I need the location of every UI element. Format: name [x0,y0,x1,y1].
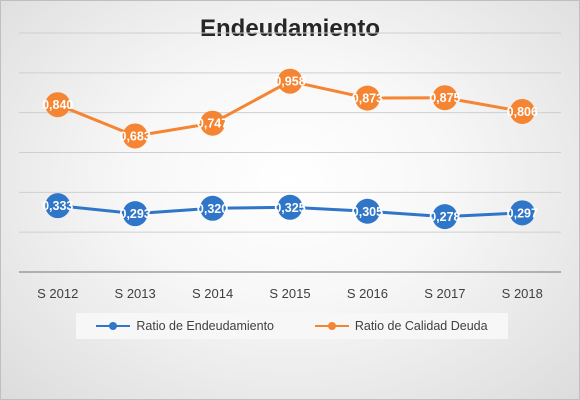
x-tick-label: S 2015 [269,286,310,301]
series-layer: 0,333 0,293 0,320 0,325 0,305 0,278 0,297 0,840… [42,68,538,230]
data-label: 0,320 [197,202,228,216]
data-label: 0,958 [274,75,305,89]
data-label: 0,875 [429,91,460,105]
data-point [277,68,303,94]
x-axis-labels: S 2012 S 2013 S 2014 S 2015 S 2016 S 2017 S 20… [37,286,543,301]
chart-title: Endeudamiento [199,15,380,42]
grid [19,32,561,273]
data-point [45,193,71,219]
legend-label-calidad-deuda: Ratio de Calidad Deuda [354,319,488,333]
x-tick-label: S 2014 [192,286,233,301]
data-point [432,204,458,230]
data-point [200,110,226,136]
data-label: 0,840 [42,98,73,112]
data-point [45,92,71,118]
legend-marker-calidad-deuda [314,322,349,330]
x-tick-label: S 2016 [347,286,388,301]
series-0: 0,333 0,293 0,320 0,325 0,305 0,278 0,297 [42,193,538,230]
data-point [432,85,458,111]
x-tick-label: S 2012 [37,286,78,301]
data-label: 0,806 [507,105,538,119]
data-label: 0,297 [507,206,538,220]
legend-item-endeudamiento: Ratio de Endeudamiento [96,319,274,333]
data-label: 0,747 [197,117,228,131]
data-point [354,85,380,111]
data-label: 0,293 [120,207,151,221]
x-tick-label: S 2017 [424,286,465,301]
legend-item-calidad-deuda: Ratio de Calidad Deuda [314,319,488,333]
data-point [122,201,148,227]
data-label: 0,325 [274,201,305,215]
legend: Ratio de Endeudamiento Ratio de Calidad … [76,313,508,339]
data-label: 0,305 [352,205,383,219]
x-tick-label: S 2018 [502,286,543,301]
data-label: 0,278 [429,210,460,224]
data-label: 0,683 [120,129,151,143]
data-point [277,194,303,220]
data-point [354,198,380,224]
data-point [200,195,226,221]
x-tick-label: S 2013 [115,286,156,301]
legend-marker-endeudamiento [96,322,131,330]
data-point [509,98,535,124]
data-point [509,200,535,226]
data-label: 0,333 [42,199,73,213]
series-1: 0,840 0,683 0,747 0,958 0,873 0,875 0,806 [42,68,538,149]
legend-label-endeudamiento: Ratio de Endeudamiento [136,319,275,333]
data-point [122,123,148,149]
data-label: 0,873 [352,92,383,106]
